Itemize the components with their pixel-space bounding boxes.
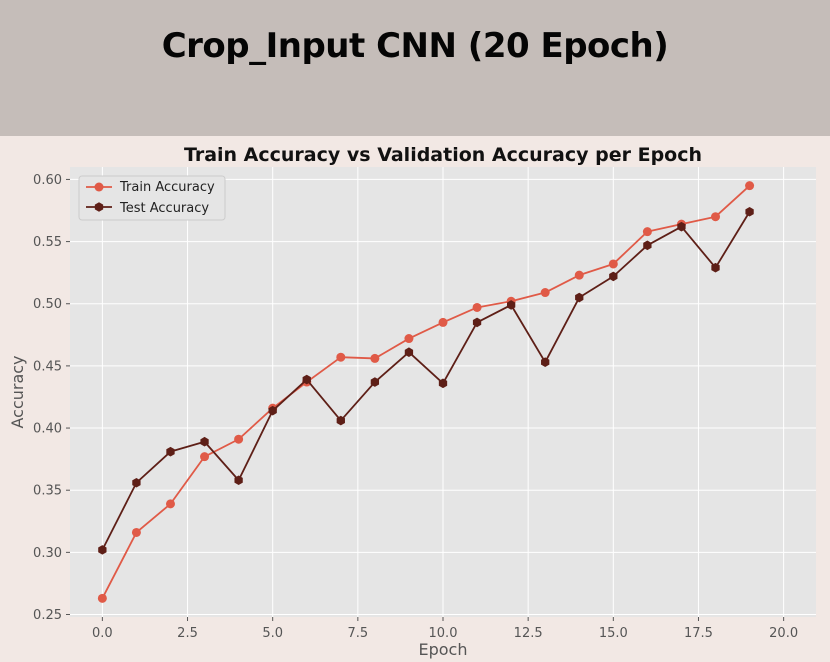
data-point: [370, 377, 380, 387]
data-point: [642, 227, 652, 237]
y-tick-label: 0.30: [33, 546, 62, 561]
series-line: [101, 184, 751, 599]
data-point: [609, 271, 618, 282]
data-point: [575, 292, 584, 303]
y-axis-label: Accuracy: [8, 355, 27, 428]
accuracy-line-chart: Train Accuracy vs Validation Accuracy pe…: [8, 144, 816, 659]
series-0: [97, 181, 755, 603]
data-point: [608, 259, 618, 269]
y-tick-label: 0.55: [33, 235, 62, 250]
data-point: [165, 499, 175, 509]
x-tick-label: 0.0: [92, 626, 113, 641]
banner-title: Crop_Input CNN (20 Epoch): [161, 26, 669, 66]
legend-label-train: Train Accuracy: [119, 180, 215, 195]
data-point: [745, 181, 755, 191]
data-point: [541, 357, 550, 367]
data-point: [540, 288, 550, 298]
legend-label-test: Test Accuracy: [119, 201, 209, 216]
data-point: [745, 206, 754, 217]
data-point: [268, 405, 277, 416]
x-tick-label: 15.0: [599, 626, 628, 641]
data-point: [370, 353, 380, 363]
data-point: [200, 452, 210, 462]
data-point: [438, 317, 448, 327]
y-tick-label: 0.50: [33, 297, 62, 312]
grid-lines: [70, 167, 816, 617]
data-point: [166, 446, 175, 457]
data-point: [234, 475, 243, 486]
series-line: [101, 211, 751, 551]
x-tick-label: 17.5: [684, 626, 713, 641]
chart-title: Train Accuracy vs Validation Accuracy pe…: [184, 144, 702, 166]
x-tick-label: 2.5: [177, 626, 198, 641]
data-point: [200, 436, 209, 447]
data-point: [97, 593, 107, 603]
x-tick-label: 5.0: [262, 626, 283, 641]
data-point: [98, 545, 107, 555]
data-point: [711, 212, 721, 222]
data-point: [336, 415, 345, 426]
x-tick-label: 7.5: [347, 626, 368, 641]
y-tick-label: 0.35: [33, 484, 62, 499]
x-tick-label: 10.0: [429, 626, 458, 641]
data-point: [302, 374, 311, 385]
x-axis-ticks: 0.0 2.5 5.0 7.5 10.0 12.5 15.0 17.5 20.0: [92, 617, 798, 641]
data-point: [506, 300, 516, 310]
x-tick-label: 20.0: [769, 626, 798, 641]
data-point: [472, 317, 482, 328]
data-point: [336, 352, 346, 362]
y-tick-label: 0.25: [33, 608, 62, 623]
data-point: [677, 221, 686, 232]
data-point: [472, 302, 482, 312]
legend-box: [78, 175, 226, 221]
legend: Train Accuracy Test Accuracy: [78, 175, 226, 221]
data-point: [404, 347, 414, 358]
x-axis-label: Epoch: [419, 640, 468, 659]
y-tick-label: 0.40: [33, 422, 62, 437]
series-layer: [97, 181, 755, 603]
data-point: [574, 270, 584, 280]
data-point: [643, 240, 652, 251]
data-point: [711, 262, 720, 273]
data-point: [404, 334, 414, 344]
banner: Crop_Input CNN (20 Epoch): [0, 0, 830, 136]
data-point: [131, 527, 141, 537]
y-axis-ticks: 0.25 0.30 0.35 0.40 0.45 0.50 0.55 0.60: [33, 173, 70, 623]
x-tick-label: 12.5: [514, 626, 543, 641]
y-tick-label: 0.60: [33, 173, 62, 188]
plot-area: Train Accuracy vs Validation Accuracy pe…: [0, 136, 830, 662]
legend-marker-train: [94, 182, 104, 192]
data-point: [438, 378, 448, 389]
y-tick-label: 0.45: [33, 359, 62, 374]
data-point: [234, 434, 244, 444]
data-point: [132, 477, 141, 488]
series-1: [98, 206, 754, 555]
legend-marker-test: [94, 202, 104, 212]
